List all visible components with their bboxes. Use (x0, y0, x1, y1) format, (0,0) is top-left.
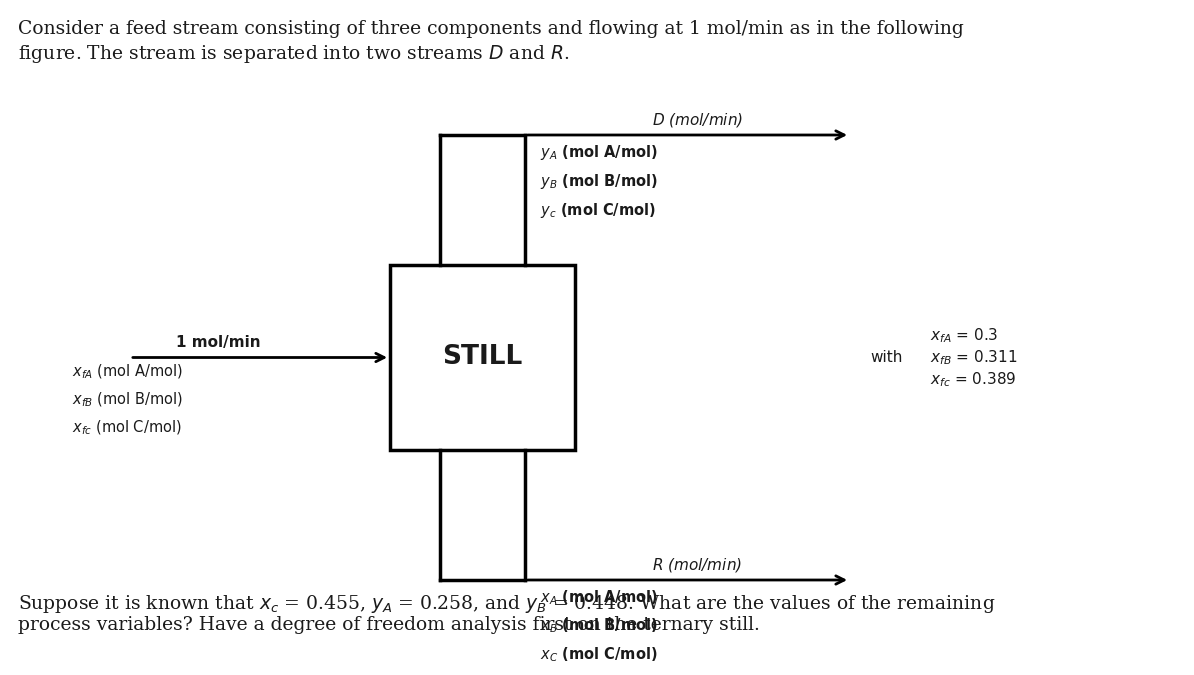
Text: Suppose it is known that $x_c$ = 0.455, $y_A$ = 0.258, and $y_B$ = 0.448. What a: Suppose it is known that $x_c$ = 0.455, … (18, 593, 996, 615)
Text: $x_{fc}$ = 0.389: $x_{fc}$ = 0.389 (930, 370, 1016, 389)
Text: 1 mol/min: 1 mol/min (176, 335, 260, 350)
Text: $x_A$ (mol A/mol)
$x_B$ (mol B/mol)
$x_C$ (mol C/mol): $x_A$ (mol A/mol) $x_B$ (mol B/mol) $x_C… (540, 588, 658, 664)
Text: $D$ (mol/min): $D$ (mol/min) (652, 111, 743, 129)
Text: Consider a feed stream consisting of three components and flowing at 1 mol/min a: Consider a feed stream consisting of thr… (18, 20, 964, 38)
Bar (390, 265, 576, 450)
Text: $y_A$ (mol A/mol)
$y_B$ (mol B/mol)
$y_c$ (mol C/mol): $y_A$ (mol A/mol) $y_B$ (mol B/mol) $y_c… (540, 143, 658, 219)
Text: figure. The stream is separated into two streams $D$ and $R$.: figure. The stream is separated into two… (18, 43, 570, 65)
Text: $x_{fB}$ = 0.311: $x_{fB}$ = 0.311 (930, 348, 1017, 367)
Text: process variables? Have a degree of freedom analysis first on the ternary still.: process variables? Have a degree of free… (18, 616, 759, 634)
Text: $R$ (mol/min): $R$ (mol/min) (652, 556, 743, 574)
Text: with: with (870, 350, 903, 365)
Text: $x_{fA}$ (mol A/mol)
$x_{fB}$ (mol B/mol)
$x_{fc}$ (mol C/mol): $x_{fA}$ (mol A/mol) $x_{fB}$ (mol B/mol… (72, 362, 183, 437)
Text: $x_{fA}$ = 0.3: $x_{fA}$ = 0.3 (930, 326, 998, 345)
Text: STILL: STILL (442, 344, 523, 371)
